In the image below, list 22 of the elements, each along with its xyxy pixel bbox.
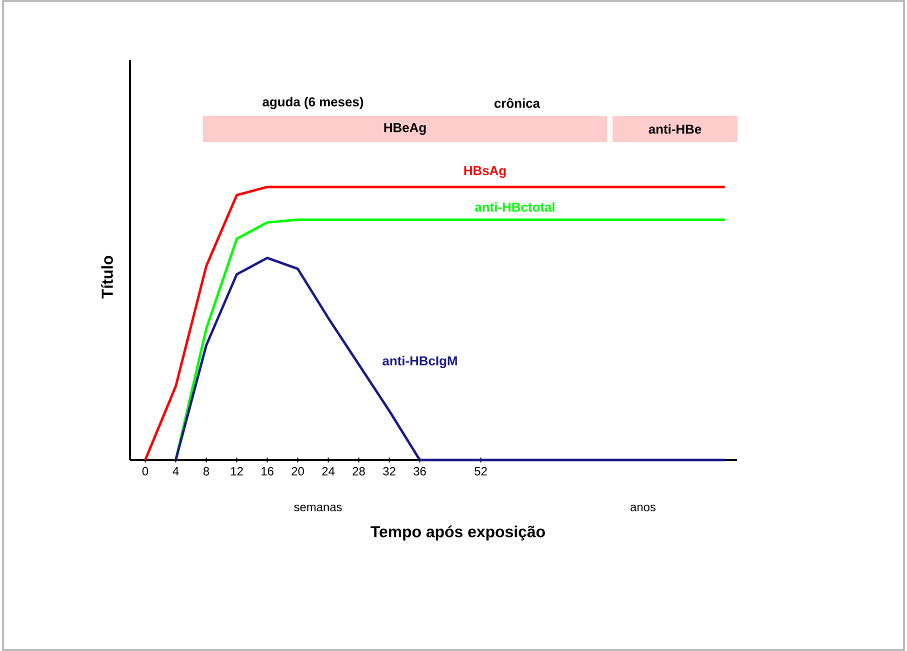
x-tick-label: 32 — [383, 467, 396, 476]
x-tick-label: 20 — [292, 467, 304, 476]
series-label: anti-HBctotal — [475, 202, 554, 212]
series-label: anti-HBcIgM — [382, 356, 457, 368]
x-tick-label: 0 — [142, 467, 148, 476]
x-tick-label: 36 — [414, 467, 426, 476]
x-tick-label: 16 — [262, 467, 274, 476]
x-tick-label: 12 — [231, 467, 243, 476]
x-tick-label: 52 — [474, 467, 487, 476]
text: anos — [630, 504, 656, 512]
x-tick-label: 8 — [203, 467, 210, 476]
x-axis-title: Tempo após exposição — [370, 525, 545, 540]
series-label: HBsAg — [464, 166, 506, 178]
text: anti-HBe — [648, 124, 702, 134]
text: aguda (6 meses) — [262, 96, 364, 110]
x-tick-label: 28 — [352, 467, 365, 476]
x-tick-label: 4 — [172, 467, 179, 476]
text: crônica — [494, 98, 540, 108]
x-tick-label: 24 — [322, 467, 335, 476]
y-axis-title: Título — [101, 256, 113, 299]
text: HBeAg — [384, 123, 426, 135]
text: semanas — [294, 504, 342, 512]
